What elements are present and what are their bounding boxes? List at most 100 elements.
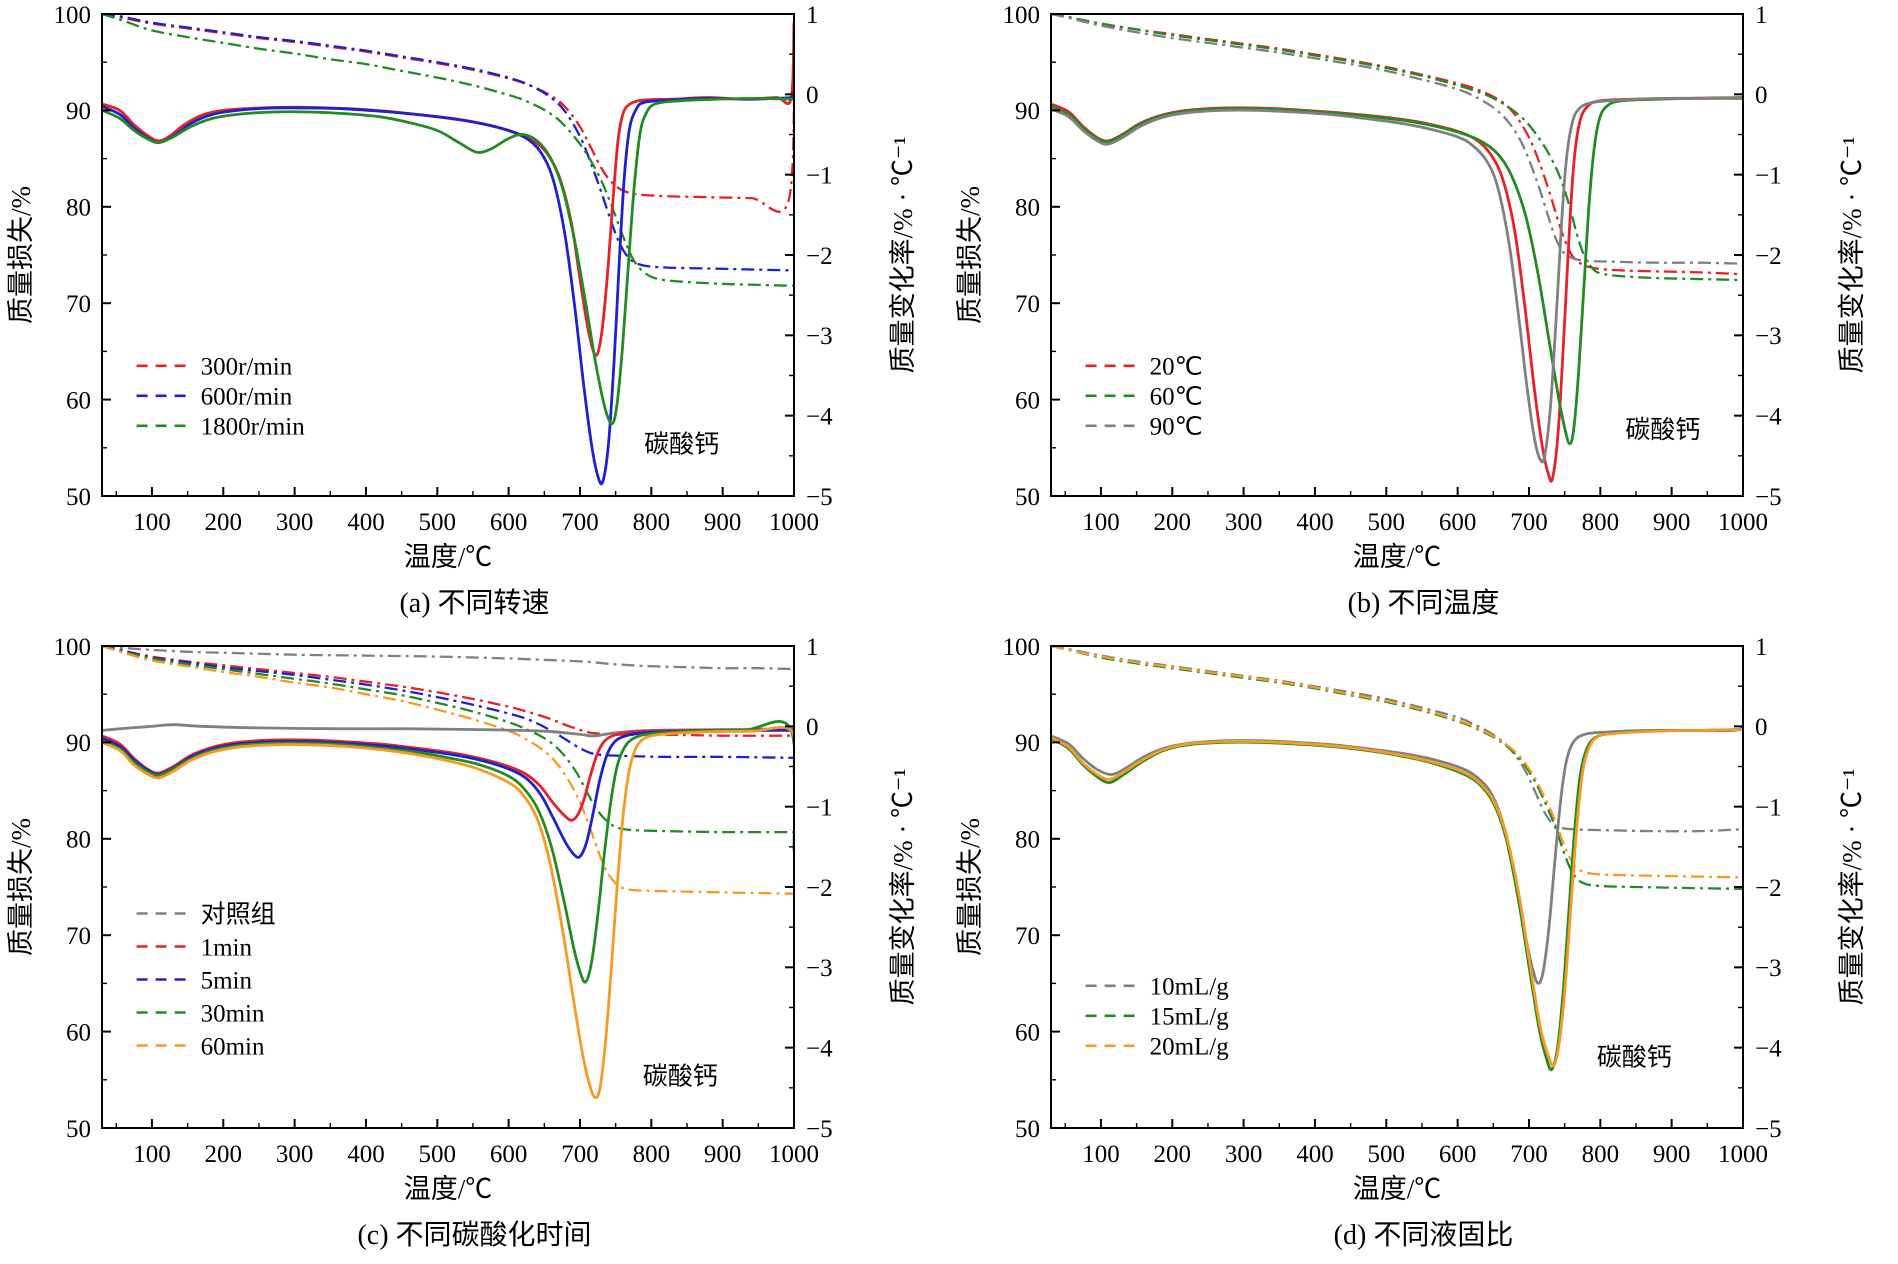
series-group bbox=[102, 14, 794, 486]
y-right-axis-label: 质量变化率/% · ℃⁻¹ bbox=[888, 137, 918, 374]
y-left-tick-label: 80 bbox=[66, 827, 91, 854]
legend-label: 90℃ bbox=[1150, 414, 1203, 441]
x-tick-label: 200 bbox=[205, 1141, 243, 1168]
x-tick-label: 300 bbox=[276, 1141, 314, 1168]
y-right-tick-label: 1 bbox=[806, 2, 819, 29]
y-right-tick-label: −4 bbox=[806, 403, 833, 430]
y-right-axis-label: 质量变化率/% · ℃⁻¹ bbox=[1837, 769, 1867, 1006]
y-left-tick-label: 50 bbox=[66, 484, 91, 511]
legend-label: 对照组 bbox=[201, 900, 276, 928]
x-axis: 100 200 300 400 500 600 700 800 900 1000 bbox=[115, 1119, 819, 1168]
chart-a: 100 200 300 400 500 600 700 800 900 1000506070809… bbox=[6, 2, 918, 572]
caption-d: (d) 不同液固比 bbox=[1333, 1220, 1514, 1251]
annotation-label: 碳酸钙 bbox=[1625, 416, 1700, 444]
annotation-label: 碳酸钙 bbox=[644, 431, 719, 459]
legend: 20℃ 60℃ 90℃ bbox=[1085, 354, 1203, 441]
y-left-tick-label: 70 bbox=[66, 923, 91, 950]
y-left-tick-label: 80 bbox=[1015, 195, 1040, 222]
y-left-tick-label: 50 bbox=[1015, 1116, 1040, 1143]
x-axis: 100 200 300 400 500 600 700 800 900 1000 bbox=[1064, 1119, 1768, 1168]
x-tick-label: 800 bbox=[1582, 1141, 1620, 1168]
series-tg-0 bbox=[1051, 646, 1743, 833]
x-tick-label: 500 bbox=[419, 1141, 457, 1168]
x-tick-label: 1000 bbox=[1718, 1141, 1768, 1168]
y-left-axis: 50 60 70 80 90 100 bbox=[54, 2, 111, 511]
y-left-tick-label: 100 bbox=[54, 2, 92, 29]
y-right-tick-label: 0 bbox=[806, 714, 819, 741]
series-dtg-5 bbox=[1051, 96, 1743, 464]
y-right-tick-label: −4 bbox=[806, 1035, 833, 1062]
chart-c: 100 200 300 400 500 600 700 800 900 1000506070809… bbox=[6, 634, 918, 1204]
y-right-axis: −5 −4 −3 −2 −1 0 1 bbox=[785, 2, 833, 511]
y-right-tick-label: −2 bbox=[806, 875, 833, 902]
y-left-tick-label: 70 bbox=[1015, 291, 1040, 318]
annotation-label: 碳酸钙 bbox=[1597, 1043, 1672, 1071]
y-left-tick-label: 100 bbox=[54, 634, 92, 661]
y-right-tick-label: 1 bbox=[1755, 2, 1768, 29]
panel-a: 100 200 300 400 500 600 700 800 900 1000 50 60 70 80 9… bbox=[0, 0, 949, 632]
y-right-axis-label: 质量变化率/% · ℃⁻¹ bbox=[888, 769, 918, 1006]
x-tick-label: 500 bbox=[419, 509, 457, 536]
series-tg-2 bbox=[1051, 14, 1743, 265]
x-tick-label: 300 bbox=[1225, 509, 1263, 536]
y-right-axis-label: 质量变化率/% · ℃⁻¹ bbox=[1837, 137, 1867, 374]
y-right-tick-label: 0 bbox=[1755, 82, 1768, 109]
x-tick-label: 900 bbox=[704, 509, 742, 536]
legend-label: 60℃ bbox=[1150, 384, 1203, 411]
legend-label: 60min bbox=[201, 1033, 265, 1060]
y-left-axis: 50 60 70 80 90 100 bbox=[1003, 634, 1060, 1143]
series-group bbox=[102, 646, 794, 1100]
y-right-axis: −5 −4 −3 −2 −1 0 1 bbox=[1734, 2, 1782, 511]
y-left-tick-label: 60 bbox=[66, 1019, 91, 1046]
caption-a: (a) 不同转速 bbox=[399, 588, 550, 619]
y-right-tick-label: −4 bbox=[1755, 403, 1782, 430]
y-left-axis: 50 60 70 80 90 100 bbox=[54, 634, 111, 1143]
panel-c: 100 200 300 400 500 600 700 800 900 1000 50 60 70 80 9… bbox=[0, 632, 949, 1264]
series-tg-3 bbox=[102, 646, 794, 834]
series-dtg-3 bbox=[102, 21, 794, 357]
y-left-tick-label: 90 bbox=[1015, 98, 1040, 125]
y-left-axis-label: 质量损失/% bbox=[955, 818, 985, 956]
x-tick-label: 700 bbox=[561, 509, 599, 536]
x-tick-label: 1000 bbox=[769, 509, 819, 536]
legend-label: 30min bbox=[201, 1000, 265, 1027]
y-right-axis: −5 −4 −3 −2 −1 0 1 bbox=[1734, 634, 1782, 1143]
x-tick-label: 700 bbox=[561, 1141, 599, 1168]
y-right-tick-label: −4 bbox=[1755, 1035, 1782, 1062]
x-tick-label: 400 bbox=[1296, 509, 1334, 536]
y-right-tick-label: −1 bbox=[806, 162, 833, 189]
x-tick-label: 400 bbox=[1296, 1141, 1334, 1168]
series-dtg-8 bbox=[102, 720, 794, 984]
y-right-tick-label: 0 bbox=[1755, 714, 1768, 741]
legend: 对照组 1min 5min 30min 60min bbox=[136, 900, 276, 1060]
x-tick-label: 200 bbox=[1154, 1141, 1192, 1168]
y-left-tick-label: 70 bbox=[66, 291, 91, 318]
x-tick-label: 100 bbox=[133, 1141, 171, 1168]
x-tick-label: 100 bbox=[1082, 1141, 1120, 1168]
y-right-tick-label: −5 bbox=[806, 484, 833, 511]
y-right-tick-label: −5 bbox=[1755, 484, 1782, 511]
legend-label: 5min bbox=[201, 967, 253, 994]
y-right-tick-label: 0 bbox=[806, 82, 819, 109]
y-left-tick-label: 50 bbox=[1015, 484, 1040, 511]
annotation-label: 碳酸钙 bbox=[643, 1063, 718, 1091]
y-right-tick-label: −1 bbox=[1755, 162, 1782, 189]
series-dtg-4 bbox=[1051, 96, 1743, 446]
y-right-tick-label: −1 bbox=[1755, 794, 1782, 821]
y-right-axis: −5 −4 −3 −2 −1 0 1 bbox=[785, 634, 833, 1143]
panel-d: 100 200 300 400 500 600 700 800 900 1000 50 60 70 80 9… bbox=[949, 632, 1898, 1264]
x-axis-label: 温度/℃ bbox=[404, 1174, 493, 1204]
x-tick-label: 900 bbox=[1653, 509, 1691, 536]
x-axis-label: 温度/℃ bbox=[1353, 1174, 1442, 1204]
x-tick-label: 800 bbox=[633, 509, 671, 536]
y-right-tick-label: −3 bbox=[1755, 955, 1782, 982]
y-left-tick-label: 90 bbox=[1015, 730, 1040, 757]
x-tick-label: 800 bbox=[1582, 509, 1620, 536]
y-right-tick-label: −2 bbox=[1755, 875, 1782, 902]
legend-label: 20mL/g bbox=[1150, 1034, 1230, 1061]
y-right-tick-label: −3 bbox=[1755, 323, 1782, 350]
x-tick-label: 200 bbox=[1154, 509, 1192, 536]
y-left-axis-label: 质量损失/% bbox=[955, 186, 985, 324]
series-group bbox=[1051, 14, 1743, 483]
series-tg-4 bbox=[102, 646, 794, 895]
